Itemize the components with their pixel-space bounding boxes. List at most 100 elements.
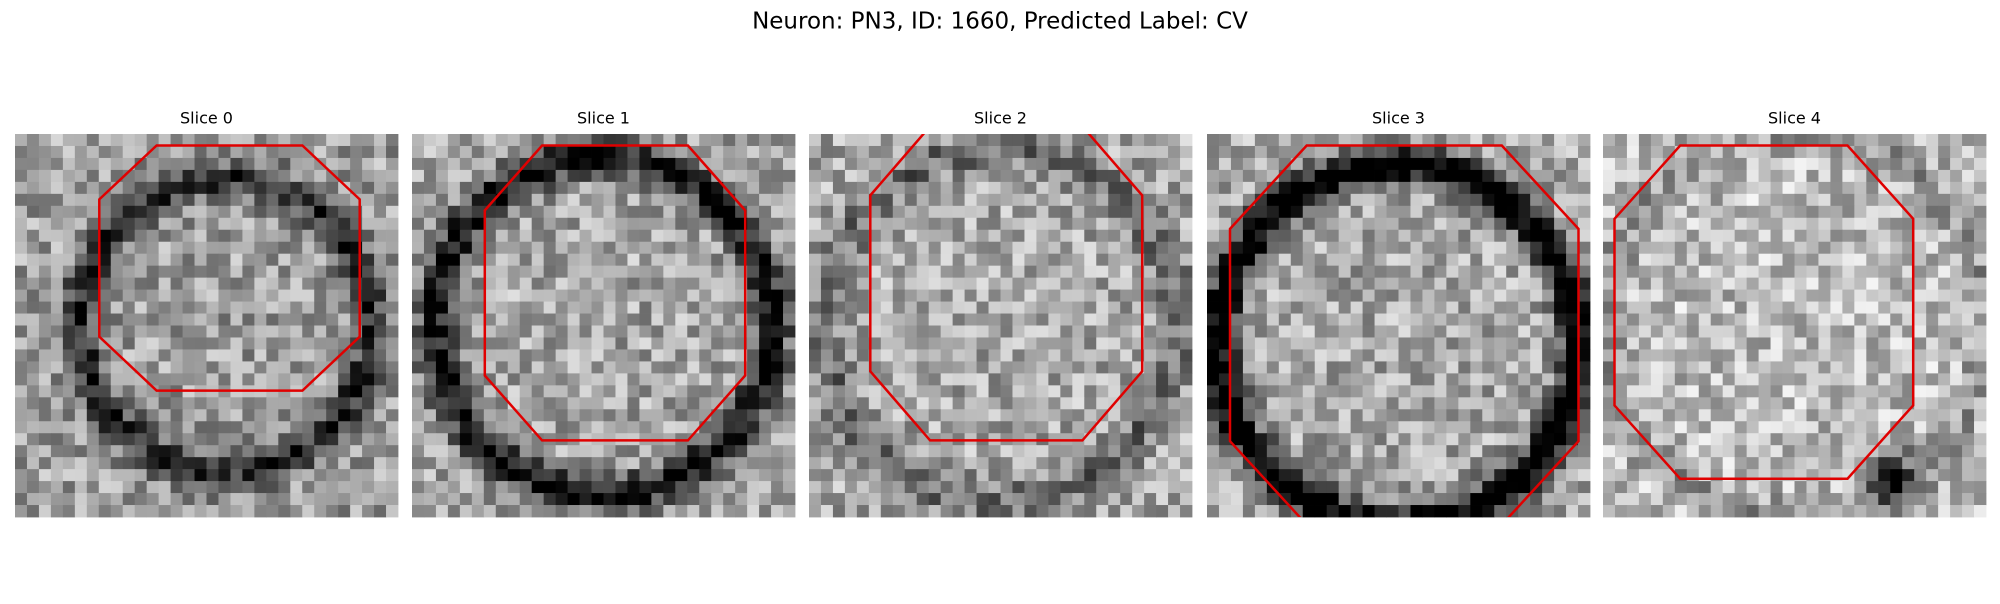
pixel xyxy=(1711,409,1723,421)
pixel xyxy=(1399,290,1411,302)
pixel xyxy=(1699,218,1711,230)
pixel xyxy=(460,254,472,266)
pixel xyxy=(1243,409,1255,421)
pixel xyxy=(1303,326,1315,338)
pixel xyxy=(472,493,484,505)
pixel xyxy=(472,361,484,373)
pixel xyxy=(1554,266,1566,278)
pixel xyxy=(496,278,508,290)
pixel xyxy=(1351,385,1363,397)
pixel xyxy=(1735,290,1747,302)
pixel xyxy=(1144,373,1156,385)
pixel xyxy=(412,194,424,206)
pixel xyxy=(51,206,63,218)
pixel xyxy=(472,218,484,230)
pixel xyxy=(15,361,27,373)
pixel xyxy=(290,433,302,445)
pixel xyxy=(1255,134,1267,146)
pixel xyxy=(1687,421,1699,433)
pixel xyxy=(242,170,254,182)
pixel xyxy=(1458,385,1470,397)
pixel xyxy=(75,337,87,349)
pixel xyxy=(1842,397,1854,409)
pixel xyxy=(386,349,398,361)
pixel xyxy=(51,361,63,373)
pixel xyxy=(556,242,568,254)
pixel xyxy=(1422,397,1434,409)
pixel xyxy=(1494,397,1506,409)
pixel xyxy=(1974,146,1986,158)
pixel xyxy=(326,326,338,338)
pixel xyxy=(809,361,821,373)
pixel xyxy=(75,206,87,218)
pixel xyxy=(1084,337,1096,349)
pixel xyxy=(1219,469,1231,481)
pixel xyxy=(1806,337,1818,349)
pixel xyxy=(314,254,326,266)
pixel xyxy=(386,505,398,517)
pixel xyxy=(1542,421,1554,433)
pixel xyxy=(520,230,532,242)
pixel xyxy=(386,242,398,254)
pixel xyxy=(1144,158,1156,170)
pixel xyxy=(1351,230,1363,242)
pixel xyxy=(460,361,472,373)
pixel xyxy=(1854,242,1866,254)
pixel xyxy=(1458,194,1470,206)
pixel xyxy=(290,254,302,266)
pixel xyxy=(338,158,350,170)
pixel xyxy=(1446,337,1458,349)
pixel xyxy=(1410,421,1422,433)
pixel xyxy=(905,337,917,349)
pixel xyxy=(675,409,687,421)
pixel xyxy=(821,182,833,194)
pixel xyxy=(845,397,857,409)
pixel xyxy=(1974,302,1986,314)
pixel xyxy=(230,337,242,349)
pixel xyxy=(460,230,472,242)
pixel xyxy=(1144,278,1156,290)
pixel xyxy=(1518,397,1530,409)
pixel xyxy=(1231,505,1243,517)
pixel xyxy=(989,421,1001,433)
pixel xyxy=(1818,182,1830,194)
pixel xyxy=(1315,493,1327,505)
pixel xyxy=(266,505,278,517)
pixel xyxy=(374,254,386,266)
pixel xyxy=(747,397,759,409)
pixel xyxy=(472,385,484,397)
pixel xyxy=(1243,302,1255,314)
pixel xyxy=(254,409,266,421)
pixel xyxy=(1072,206,1084,218)
pixel xyxy=(1012,182,1024,194)
pixel xyxy=(1530,278,1542,290)
pixel xyxy=(1084,266,1096,278)
pixel xyxy=(183,170,195,182)
pixel xyxy=(615,242,627,254)
pixel xyxy=(1108,314,1120,326)
pixel xyxy=(1938,445,1950,457)
pixel xyxy=(207,290,219,302)
pixel xyxy=(1639,302,1651,314)
pixel xyxy=(917,337,929,349)
pixel xyxy=(1120,469,1132,481)
pixel xyxy=(1542,314,1554,326)
pixel xyxy=(845,206,857,218)
pixel xyxy=(556,361,568,373)
pixel xyxy=(711,242,723,254)
pixel xyxy=(1144,397,1156,409)
pixel xyxy=(111,146,123,158)
pixel xyxy=(1615,194,1627,206)
pixel xyxy=(905,290,917,302)
pixel xyxy=(929,218,941,230)
pixel xyxy=(1060,326,1072,338)
pixel xyxy=(51,146,63,158)
pixel xyxy=(1506,194,1518,206)
pixel xyxy=(1422,326,1434,338)
pixel xyxy=(87,433,99,445)
pixel xyxy=(362,254,374,266)
pixel xyxy=(568,349,580,361)
pixel xyxy=(207,194,219,206)
pixel xyxy=(1711,373,1723,385)
pixel xyxy=(1410,373,1422,385)
